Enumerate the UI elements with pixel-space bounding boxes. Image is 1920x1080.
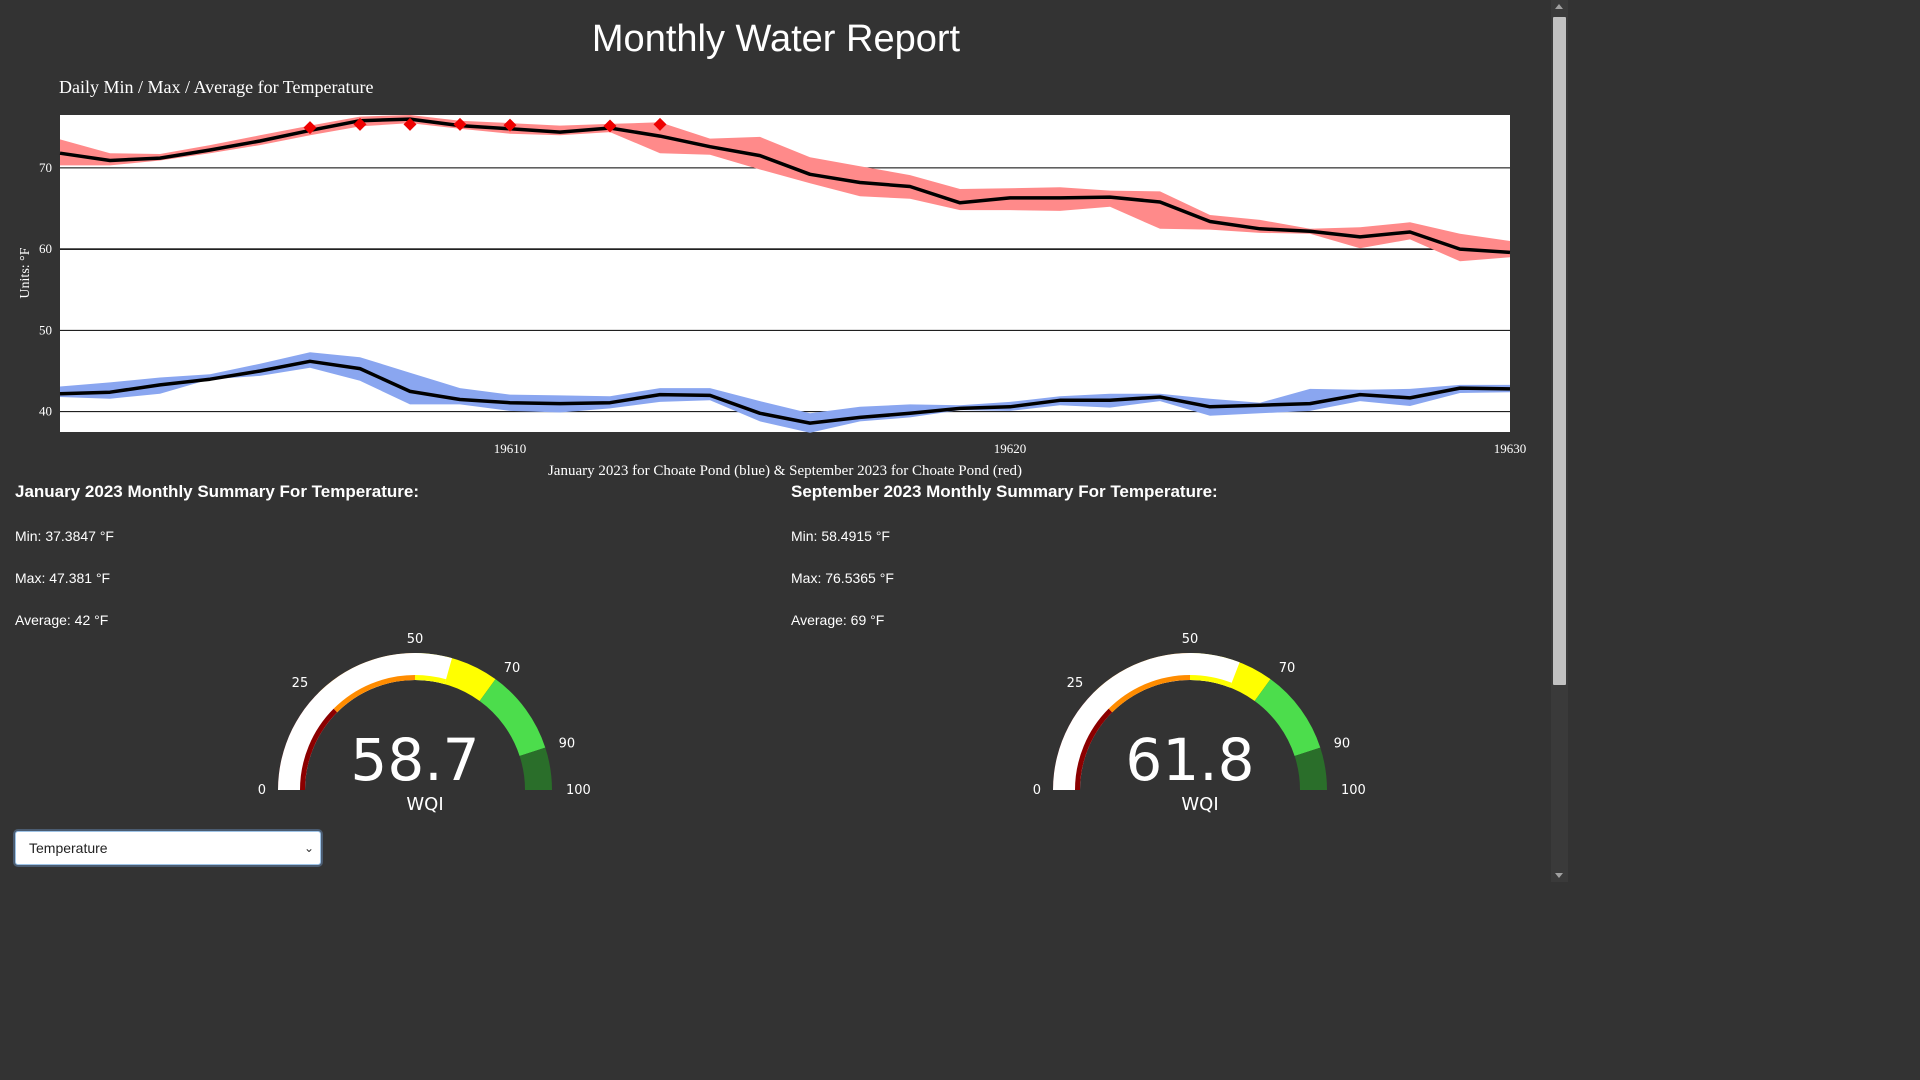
summary-average: Average: 42 °F [15, 612, 109, 628]
gauge-tick-label: 0 [258, 783, 266, 798]
parameter-select[interactable]: Temperature ⌄ [15, 831, 321, 865]
gauge-label: WQI [1181, 794, 1218, 815]
summary-heading: January 2023 Monthly Summary For Tempera… [15, 482, 420, 501]
x-tick-label: 19630 [1494, 441, 1527, 456]
gauge-inner-rim [300, 708, 338, 790]
page-scrollbar[interactable] [1551, 0, 1568, 882]
gauge-inner-rim [415, 675, 447, 685]
scroll-up-icon[interactable] [1555, 4, 1563, 9]
gauge-tick-label: 25 [292, 676, 309, 691]
exceedance-marker [303, 121, 317, 135]
summary-max: Max: 47.381 °F [15, 570, 111, 586]
gauge-inner-rim [1108, 675, 1190, 713]
parameter-select-value: Temperature [29, 840, 108, 856]
exceedance-marker [403, 117, 417, 131]
gauge-tick-label: 100 [566, 783, 591, 798]
y-axis-label: Units: °F [18, 247, 33, 298]
gauge-tick-label: 25 [1067, 676, 1084, 691]
summary-heading: September 2023 Monthly Summary For Tempe… [791, 482, 1218, 501]
gauge-value: 61.8 [1125, 726, 1254, 794]
gauge-tick-label: 50 [1182, 632, 1199, 647]
chevron-down-icon: ⌄ [303, 841, 314, 855]
january-summary: January 2023 Monthly Summary For Tempera… [15, 482, 419, 628]
gauge-tick-label: 90 [1334, 736, 1351, 751]
gauge-value: 58.7 [350, 726, 479, 794]
series-average-line [59, 359, 1511, 425]
exceedance-marker [503, 118, 517, 132]
gauge-value-bar [1053, 653, 1240, 790]
chart-title: Daily Min / Max / Average for Temperatur… [59, 77, 373, 97]
average-lines [59, 117, 1511, 425]
gauge-inner-rim [333, 675, 415, 713]
scrollbar-thumb[interactable] [1553, 17, 1566, 685]
exceedance-marker [453, 117, 467, 131]
gauge-value-bar [278, 653, 452, 790]
gauge-band [519, 747, 552, 790]
temperature-chart: Daily Min / Max / Average for Temperatur… [18, 77, 1527, 479]
gauge-inner-rim [1190, 675, 1232, 688]
series-average-line [59, 117, 1511, 255]
gauge-inner-rim [1075, 708, 1113, 790]
gauge-tick-label: 50 [407, 632, 424, 647]
summary-max: Max: 76.5365 °F [791, 570, 894, 586]
scroll-down-icon[interactable] [1555, 873, 1563, 878]
x-tick-label: 19620 [994, 441, 1027, 456]
x-axis-label: January 2023 for Choate Pond (blue) & Se… [548, 463, 1022, 479]
exceedance-marker [353, 117, 367, 131]
y-tick-label: 60 [39, 241, 52, 256]
gauge-tick-label: 100 [1341, 783, 1366, 798]
gauge-band [1294, 747, 1327, 790]
gauge-label: WQI [406, 794, 443, 815]
gauge-tick-label: 0 [1033, 783, 1041, 798]
exceedance-marker [653, 117, 667, 131]
page-title: Monthly Water Report [591, 18, 961, 60]
summary-min: Min: 58.4915 °F [791, 528, 890, 544]
y-tick-label: 50 [39, 322, 52, 337]
summary-average: Average: 69 °F [791, 612, 885, 628]
x-tick-labels: 19610 19620 19630 [494, 441, 1527, 456]
gauge-tick-label: 90 [559, 736, 576, 751]
gauge-band [479, 679, 546, 757]
gauge-tick-label: 70 [504, 661, 521, 676]
y-tick-label: 40 [39, 404, 52, 419]
september-summary: September 2023 Monthly Summary For Tempe… [791, 482, 1218, 628]
summary-min: Min: 37.3847 °F [15, 528, 114, 544]
x-tick-label: 19610 [494, 441, 527, 456]
exceedance-markers [303, 117, 667, 135]
gauge-tick-label: 70 [1279, 661, 1296, 676]
y-tick-labels: 40 50 60 70 [39, 160, 52, 419]
y-tick-label: 70 [39, 160, 52, 175]
exceedance-marker [603, 119, 617, 133]
gauge-band [1254, 679, 1321, 757]
series-range-band [60, 115, 1510, 262]
